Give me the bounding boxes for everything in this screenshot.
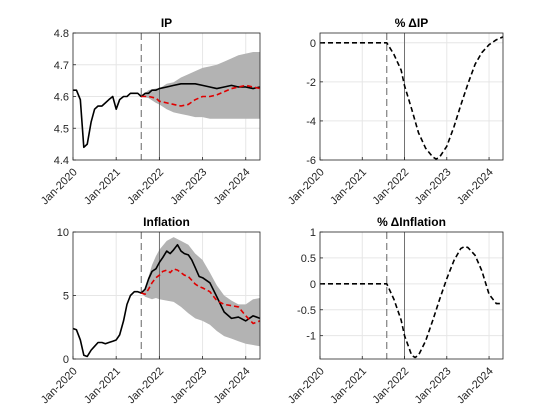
x-tick-label: Jan-2020 [39,365,80,406]
y-tick-label: 5 [63,291,69,303]
chart-title: % ΔIP [395,16,429,30]
y-tick-label: 0 [310,279,316,291]
x-tick-label: Jan-2023 [413,166,454,207]
confidence-band [141,237,260,347]
series-line-forecast [141,84,260,107]
series-line-pct_change [320,245,503,359]
series-line-actual [73,243,260,358]
y-tick-label: 0 [63,354,69,366]
y-tick-label: 10 [57,227,69,239]
x-tick-label: Jan-2023 [168,365,209,406]
series-line-forecast [140,268,260,325]
plot-content [73,33,260,160]
x-tick-label: Jan-2024 [212,365,253,406]
chart-title: % ΔInflation [377,215,446,229]
y-tick-label: 4.7 [54,60,69,72]
x-tick-label: Jan-2023 [168,166,209,207]
x-tick-label: Jan-2021 [82,166,123,207]
y-tick-label: 0 [310,38,316,50]
plot-content [320,33,503,160]
y-tick-label: -1 [306,331,316,343]
y-tick-label: 4.4 [54,155,69,167]
y-tick-label: 4.5 [54,123,69,135]
y-tick-label: -2 [306,77,316,89]
y-tick-label: 0.5 [301,253,316,265]
x-tick-label: Jan-2024 [455,166,496,207]
y-tick-label: -4 [306,116,316,128]
x-tick-label: Jan-2021 [328,166,369,207]
y-tick-label: 4.6 [54,92,69,104]
x-tick-label: Jan-2021 [82,365,123,406]
x-tick-label: Jan-2022 [125,365,166,406]
x-tick-label: Jan-2022 [370,166,411,207]
chart-title: IP [161,16,172,30]
y-tick-label: -0.5 [297,305,316,317]
chart-title: Inflation [143,215,190,229]
x-tick-label: Jan-2022 [370,365,411,406]
plot-content [320,232,503,359]
x-tick-label: Jan-2020 [286,166,327,207]
y-tick-label: -6 [306,155,316,167]
panel-pct-ip: -6 -4 -2 0 Jan-2020 Jan-2021 Jan-2022 Jan-2023 J… [286,16,504,207]
x-tick-label: Jan-2023 [413,365,454,406]
x-tick-label: Jan-2022 [125,166,166,207]
y-tick-label: 1 [310,227,316,239]
x-tick-label: Jan-2021 [328,365,369,406]
axes-frame [319,231,504,360]
plot-content [73,232,260,359]
plot-area [320,33,503,160]
x-tick-label: Jan-2020 [286,365,327,406]
x-tick-label: Jan-2024 [212,166,253,207]
panel-inflation: 0 5 10 Jan-2020 Jan-2021 Jan-2022 Jan-2023 Jan-… [39,215,261,406]
series-line-pct_change [320,36,503,160]
x-tick-label: Jan-2020 [39,166,80,207]
axes-frame [319,32,504,161]
plot-area [320,232,503,359]
y-tick-label: 4.8 [54,28,69,40]
x-tick-label: Jan-2024 [455,365,496,406]
